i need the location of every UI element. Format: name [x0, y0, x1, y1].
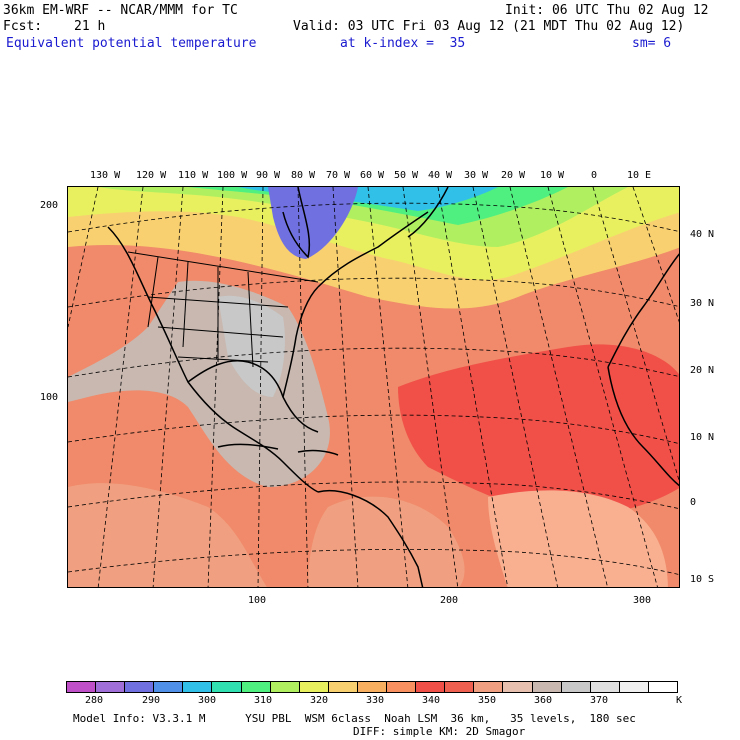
grid-label-x: 200: [440, 595, 459, 606]
colorbar-label: 310: [254, 695, 273, 706]
lat-label: 40 N: [690, 229, 715, 240]
fcst-hours: 21 h: [74, 19, 106, 34]
lat-label: 30 N: [690, 298, 715, 309]
lon-label: 90 W: [256, 170, 281, 181]
init-time: Init: 06 UTC Thu 02 Aug 12: [505, 3, 709, 18]
zone-350: [68, 483, 267, 587]
colorbar-swatch: [416, 682, 446, 692]
colorbar-swatch: [183, 682, 213, 692]
grid-label-y: 200: [40, 200, 59, 211]
lon-label: 50 W: [394, 170, 419, 181]
model-title: 36km EM-WRF -- NCAR/MMM for TC: [3, 3, 238, 18]
colorbar-swatch: [212, 682, 242, 692]
lat-label: 20 N: [690, 365, 715, 376]
lon-label: 120 W: [136, 170, 167, 181]
zone-290: [268, 187, 358, 259]
lon-label: 70 W: [326, 170, 351, 181]
colorbar-label: 290: [142, 695, 161, 706]
valid-time: Valid: 03 UTC Fri 03 Aug 12 (21 MDT Thu …: [293, 19, 685, 34]
colorbar-swatch: [357, 682, 388, 692]
level-info: at k-index = 35: [340, 36, 466, 51]
lat-label: 10 N: [690, 432, 715, 443]
model-info-line1: Model Info: V3.3.1 M YSU PBL WSM 6class …: [73, 712, 636, 725]
colorbar-unit: K: [676, 695, 683, 706]
lon-label: 80 W: [291, 170, 316, 181]
map-svg: [68, 187, 679, 587]
colorbar-swatch: [474, 682, 504, 692]
colorbar-swatch: [67, 682, 97, 692]
lat-label: 0: [690, 497, 697, 508]
lon-label: 100 W: [217, 170, 248, 181]
colorbar-label: 320: [310, 695, 329, 706]
colorbar-swatch: [387, 682, 417, 692]
smoothing-info: sm= 6: [632, 36, 672, 51]
colorbar-swatch: [648, 682, 677, 692]
colorbar-swatch: [503, 682, 533, 692]
lon-label: 110 W: [178, 170, 209, 181]
colorbar-swatch: [328, 682, 358, 692]
grid-label-x: 300: [633, 595, 652, 606]
colorbar-swatch: [96, 682, 126, 692]
lon-label: 10 E: [627, 170, 652, 181]
colorbar-label: 330: [366, 695, 385, 706]
colorbar-label: 280: [85, 695, 104, 706]
grid-label-y: 100: [40, 392, 59, 403]
grid-label-x: 100: [248, 595, 267, 606]
zone-350-south: [308, 496, 465, 587]
colorbar-label: 340: [422, 695, 441, 706]
graticule: [68, 187, 679, 587]
colorbar-label: 350: [478, 695, 497, 706]
fcst-label: Fcst:: [3, 19, 43, 34]
borders: [127, 251, 319, 368]
colorbar-swatch: [125, 682, 155, 692]
zone-345: [488, 490, 668, 587]
lon-label: 30 W: [464, 170, 489, 181]
lon-label: 130 W: [90, 170, 121, 181]
lon-label: 40 W: [428, 170, 453, 181]
colorbar-swatch: [299, 682, 329, 692]
coastlines: [107, 187, 679, 587]
colorbar-label: 360: [534, 695, 553, 706]
lon-label: 10 W: [540, 170, 565, 181]
colorbar-swatch: [270, 682, 300, 692]
colorbar-swatch: [619, 682, 649, 692]
theta-e-map: [67, 186, 680, 588]
lon-label: 60 W: [360, 170, 385, 181]
colorbar-swatch: [561, 682, 591, 692]
colorbar-label: 370: [590, 695, 609, 706]
field-name: Equivalent potential temperature: [6, 36, 257, 51]
colorbar-swatch: [532, 682, 562, 692]
colorbar-label: 300: [198, 695, 217, 706]
colorbar-swatch: [445, 682, 475, 692]
lat-label: 10 S: [690, 574, 715, 585]
colorbar-swatch: [590, 682, 620, 692]
model-info-line2: DIFF: simple KM: 2D Smagor: [353, 725, 526, 738]
lon-label: 0: [591, 170, 598, 181]
lon-label: 20 W: [501, 170, 526, 181]
colorbar-swatch: [241, 682, 271, 692]
colorbar: [66, 681, 678, 693]
zone-340: [398, 344, 679, 517]
colorbar-swatch: [154, 682, 184, 692]
